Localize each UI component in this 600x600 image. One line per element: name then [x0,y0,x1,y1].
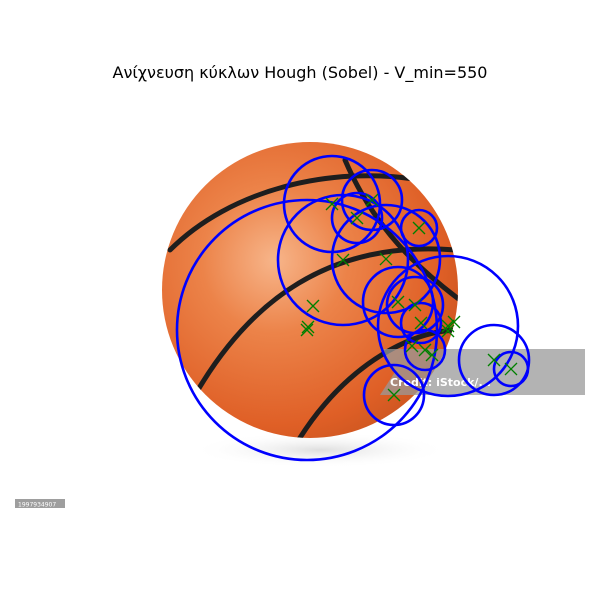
basketball-image [162,142,458,438]
detected-circle [175,198,439,462]
stock-id-label: 1997934907 [15,499,65,509]
detected-circle [376,254,520,398]
detected-circle [330,203,442,315]
detected-circles-layer [175,154,531,462]
circle-center-marker [405,339,419,353]
circle-center-marker [306,299,320,313]
circle-center-marker [325,197,339,211]
circle-center-marker [412,221,426,235]
detected-circle [340,168,404,232]
circle-center-marker [300,323,314,337]
detected-circle [276,193,410,327]
circle-center-marker [487,353,501,367]
detected-circle [399,301,443,345]
circle-center-marker [447,315,461,329]
detected-circle [457,323,531,397]
circle-center-marker [301,320,315,334]
circle-center-marker [391,295,405,309]
circle-center-marker [414,316,428,330]
circle-center-marker [441,319,455,333]
figure-title: Ανίχνευση κύκλων Hough (Sobel) - V_min=5… [112,63,488,82]
circle-center-marker [365,193,379,207]
circle-center-marker [408,298,422,312]
detected-circle [362,363,426,427]
circle-center-marker [418,343,432,357]
detected-circle [403,328,447,372]
circle-center-marker [387,388,401,402]
detected-circle [361,265,435,339]
ball-shadow [190,432,450,468]
circle-center-marker [350,211,364,225]
circle-center-marker [504,362,518,376]
circle-center-marker [441,324,455,338]
circle-center-marker [425,348,439,362]
circle-center-marker [336,253,350,267]
detected-circle [492,350,530,388]
circle-center-marker [379,252,393,266]
detected-circle [330,191,384,245]
circle-centers-layer [300,193,518,402]
ball-seam [342,157,458,303]
ball-seam [167,173,423,253]
stock-id-text: 1997934907 [18,502,56,509]
